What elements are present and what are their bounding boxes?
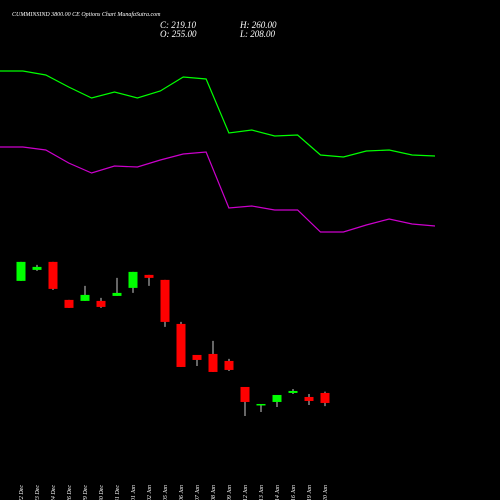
x-tick-label: 22 Dec bbox=[19, 485, 25, 500]
candle-body bbox=[176, 323, 186, 367]
candle-body bbox=[304, 396, 314, 401]
candle-body bbox=[192, 354, 202, 360]
x-tick-label: 13 Jan bbox=[259, 485, 265, 500]
candle-body bbox=[80, 294, 90, 301]
candle-body bbox=[320, 392, 330, 403]
x-tick-label: 05 Jan bbox=[163, 485, 169, 500]
x-tick-label: 30 Dec bbox=[99, 485, 105, 500]
candle-body bbox=[144, 274, 154, 278]
candle-body bbox=[112, 292, 122, 296]
line-series bbox=[0, 146, 436, 233]
candle-body bbox=[128, 271, 138, 288]
candle-body bbox=[32, 266, 42, 270]
x-tick-label: 23 Dec bbox=[35, 485, 41, 500]
x-tick-label: 07 Jan bbox=[195, 485, 201, 500]
x-tick-label: 20 Jan bbox=[323, 485, 329, 500]
chart-title: CUMMINSIND 3800.00 CE Options Chart Muna… bbox=[12, 11, 161, 18]
candle-body bbox=[48, 261, 58, 289]
high-label: H: 260.00 bbox=[239, 20, 277, 30]
candle-body bbox=[240, 386, 250, 402]
x-tick-label: 08 Jan bbox=[211, 485, 217, 500]
candle-body bbox=[64, 299, 74, 308]
x-tick-label: 14 Jan bbox=[274, 485, 281, 500]
x-tick-label: 26 Dec bbox=[67, 485, 73, 500]
candle-body bbox=[272, 394, 282, 402]
candle-body bbox=[16, 261, 26, 281]
line-series bbox=[0, 70, 436, 158]
x-tick-label: 31 Dec bbox=[115, 485, 121, 500]
x-tick-label: 06 Jan bbox=[179, 485, 185, 500]
x-tick-label: 24 Dec bbox=[50, 485, 57, 500]
candle-body bbox=[160, 279, 170, 322]
x-tick-label: 02 Jan bbox=[147, 485, 153, 500]
x-tick-label: 29 Dec bbox=[83, 485, 89, 500]
x-tick-label: 12 Jan bbox=[243, 485, 249, 500]
candle-body bbox=[224, 360, 234, 370]
close-label: C: 219.10 bbox=[160, 20, 197, 30]
low-label: L: 208.00 bbox=[239, 29, 276, 39]
candle-body bbox=[256, 403, 266, 406]
candle-body bbox=[208, 353, 218, 372]
x-tick-label: 01 Jan bbox=[131, 485, 137, 500]
x-tick-label: 09 Jan bbox=[227, 485, 233, 500]
x-tick-label: 19 Jan bbox=[307, 485, 313, 500]
candle-body bbox=[288, 390, 298, 393]
open-label: O: 255.00 bbox=[160, 29, 197, 39]
x-tick-label: 16 Jan bbox=[291, 485, 297, 500]
candle-body bbox=[96, 300, 106, 307]
